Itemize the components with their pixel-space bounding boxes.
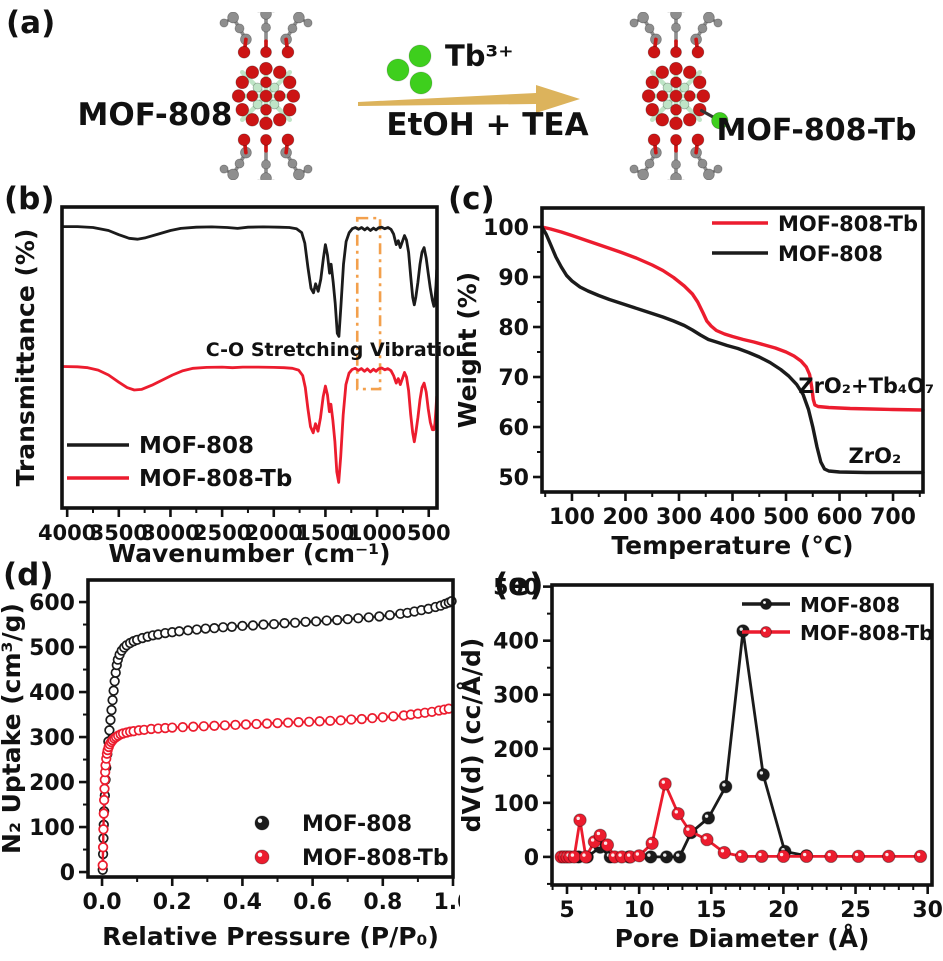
legend-label: MOF-808 [778,242,883,266]
x-axis-label: Pore Diameter (Å) [615,924,870,953]
series-MOF-808-Tb [60,365,439,484]
solvent-label: EtOH + TEA [386,107,589,143]
y-tick-label: 60 [498,416,529,441]
tb-ion-dot-icon [409,71,433,95]
annotation: ZrO₂+Tb₄O₇ [798,374,934,398]
series-MOF-808-Tb [559,782,922,859]
y-tick-label: 70 [498,366,529,391]
annotation-box [355,216,382,391]
y-tick-label: 100 [29,816,75,841]
x-tick-label: 2000 [245,521,303,545]
series-MOF-808 [540,225,925,475]
y-tick-label: 90 [498,266,529,291]
plot-frame [60,205,439,510]
y-tick-label: 0 [524,846,539,871]
tb-ion-label: Tb³⁺ [445,39,514,73]
x-tick-label: 1000 [348,521,406,545]
panel-c-label: (c) [448,181,495,217]
legend-label: MOF-808 [139,433,254,459]
annotation: C-O Stretching Vibration [206,339,460,361]
y-tick-label: 100 [493,792,539,817]
y-axis-label: Weight (%) [453,272,482,428]
y-tick-label: 300 [29,726,75,751]
x-tick-label: 500 [407,521,451,545]
y-tick-label: 0 [60,861,75,886]
reaction-arrow-icon [358,44,580,113]
series-MOF-808 [577,629,808,859]
annotation: ZrO₂ [849,444,902,468]
x-tick-label: 0.4 [223,890,262,915]
y-tick-label: 400 [493,630,539,655]
x-tick-label: 1.0 [434,890,460,915]
x-axis-label: Temperature (°C) [611,531,853,560]
plot-frame [550,583,934,887]
legend-label: MOF-808 [800,593,900,617]
x-tick-label: 0.8 [363,890,402,915]
panel-a-label: (a) [6,5,56,41]
legend-label: MOF-808-Tb [302,846,449,871]
legend-label: MOF-808 [302,812,412,837]
y-tick-label: 200 [29,771,75,796]
y-axis-label: N₂ Uptake (cm³/g) [0,603,26,854]
x-axis-label: Wavenumber (cm⁻¹) [108,539,390,568]
arrow-head-icon [536,85,580,113]
chart-tga-curves: 100 200 300 400 500 600 700 50 60 70 80 90 100 Temper… [453,206,934,560]
y-tick-label: 80 [498,316,529,341]
panel-d-label: (d) [3,557,54,593]
panel-b-label: (b) [4,181,55,217]
x-tick-label: 0.0 [83,890,122,915]
series-MOF-808-Tb [540,225,925,412]
y-tick-label: 400 [29,681,75,706]
y-tick-label: 600 [29,591,75,616]
arrow-body-icon [358,93,536,106]
x-tick-label: 100 [549,505,595,530]
x-tick-label: 3500 [90,521,148,545]
x-tick-label: 5 [559,898,574,923]
legend-label: MOF-808-Tb [800,621,933,645]
y-tick-label: 50 [498,466,529,491]
x-tick-label: 0.2 [153,890,192,915]
x-tick-label: 400 [710,505,756,530]
x-tick-label: 500 [763,505,809,530]
x-tick-label: 20 [768,898,799,923]
tb-ion-dot-icon [408,44,432,68]
legend-marker [254,815,270,831]
y-tick-label: 100 [483,216,529,241]
legend-label: MOF-808-Tb [139,466,292,492]
y-tick-label: 300 [493,684,539,709]
x-axis-label: Relative Pressure (P/P₀) [102,922,439,951]
legend-marker [254,849,270,865]
x-tick-label: 1500 [296,521,354,545]
x-tick-label: 25 [840,898,871,923]
y-tick-label: 200 [493,738,539,763]
x-tick-label: 300 [656,505,702,530]
series-MOF-808 [60,225,439,338]
x-tick-label: 200 [603,505,649,530]
x-tick-label: 15 [696,898,727,923]
x-tick-label: 600 [817,505,863,530]
mof-808-tb-label: MOF-808-Tb [716,113,917,148]
mof-808-tb-structure [629,12,729,180]
x-tick-label: 0.6 [293,890,332,915]
x-tick-label: 10 [624,898,655,923]
x-tick-label: 3000 [141,521,199,545]
y-tick-label: 500 [29,636,75,661]
plot-frame [86,578,455,879]
x-tick-label: 2500 [193,521,251,545]
mof-808-structure [219,12,313,180]
y-axis-label: Transmittance (%) [11,229,40,487]
legend-label: MOF-808-Tb [778,212,918,236]
y-axis-label: dV(d) (cc/Å/d) [457,638,486,833]
y-tick-label: 500 [493,576,539,601]
panel-e-label: (e) [494,567,544,603]
x-tick-label: 700 [870,505,916,530]
mof-808-label: MOF-808 [77,97,233,133]
tb-ion-dot-icon [386,58,410,82]
x-tick-label: 30 [912,898,943,923]
chart-n2-isotherms: 0.0 0.2 0.4 0.6 0.8 1.0 0 100 200 300 400 500 600 Rel… [0,578,460,951]
x-tick-label: 4000 [38,521,96,545]
